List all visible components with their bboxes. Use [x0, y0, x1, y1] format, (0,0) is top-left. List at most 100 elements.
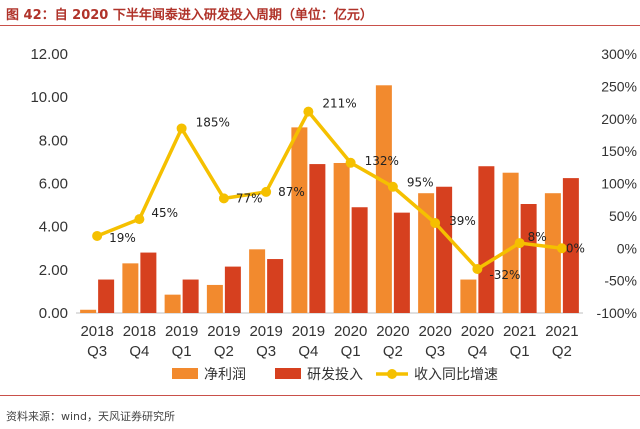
x-tick-label-year: 2021: [545, 323, 578, 340]
growth-point: [472, 263, 483, 274]
rd-investment-bar: [224, 266, 241, 313]
legend-swatch-rd: [275, 368, 301, 379]
growth-data-label: 0%: [566, 241, 585, 255]
rd-investment-bar: [309, 164, 326, 313]
y-left-tick-label: 12.00: [30, 46, 68, 63]
x-tick-label-quarter: Q2: [383, 343, 403, 360]
net-profit-bar: [333, 162, 350, 313]
x-tick-label-year: 2020: [376, 323, 409, 340]
axes: 0.00 2.00 4.00 6.00 8.00 10.00 12.00 -100% -50% 0…: [30, 46, 637, 360]
growth-data-label: 39%: [449, 214, 476, 228]
growth-point: [176, 123, 187, 134]
x-tick-label-quarter: Q3: [87, 343, 107, 360]
net-profit-bar: [544, 193, 561, 313]
x-tick-label-year: 2019: [249, 323, 282, 340]
growth-point: [261, 186, 272, 197]
x-tick-label-quarter: Q2: [214, 343, 234, 360]
x-tick-label-year: 2020: [418, 323, 451, 340]
legend-swatch-net-profit: [172, 368, 198, 379]
y-left-tick-label: 10.00: [30, 89, 68, 106]
growth-line: [92, 106, 567, 274]
growth-data-label: -32%: [489, 268, 520, 282]
rd-investment-bar: [562, 178, 579, 313]
growth-point: [218, 193, 229, 204]
y-left-tick-label: 4.00: [39, 219, 68, 236]
y-left-tick-label: 6.00: [39, 176, 68, 193]
legend-label-rd: 研发投入: [307, 367, 363, 383]
x-tick-label-quarter: Q1: [510, 343, 530, 360]
net-profit-bar: [502, 172, 519, 313]
x-tick-label-quarter: Q2: [552, 343, 572, 360]
net-profit-bar: [206, 284, 223, 313]
x-tick-label-year: 2018: [123, 323, 156, 340]
y-right-tick-label: 250%: [601, 78, 637, 94]
rd-investment-bar: [182, 279, 199, 313]
rd-investment-bar: [478, 166, 495, 313]
x-tick-label-quarter: Q4: [298, 343, 318, 360]
chart-title: 图 42：自 2020 下半年闻泰进入研发投入周期（单位：亿元）: [6, 8, 373, 23]
growth-data-label: 87%: [278, 185, 305, 199]
growth-point: [345, 157, 356, 168]
x-tick-label-quarter: Q1: [341, 343, 361, 360]
x-tick-label-year: 2019: [165, 323, 198, 340]
y-right-tick-label: -50%: [604, 273, 637, 289]
rd-investment-bar: [436, 186, 453, 313]
growth-data-label: 132%: [365, 154, 399, 168]
growth-point: [556, 243, 567, 254]
bars: [80, 85, 579, 313]
growth-data-label: 211%: [322, 97, 356, 111]
y-right-tick-label: 300%: [601, 46, 637, 62]
data-labels: 19% 45% 185% 77% 87% 211% 132% 95% 39% -32% 8% 0%: [109, 97, 585, 282]
x-tick-label-year: 2020: [461, 323, 494, 340]
growth-point: [92, 230, 103, 241]
net-profit-bar: [80, 309, 97, 313]
x-tick-label-year: 2019: [207, 323, 240, 340]
rd-investment-bar: [98, 279, 115, 313]
y-right-tick-label: 150%: [601, 143, 637, 159]
growth-data-label: 45%: [151, 206, 178, 220]
growth-data-label: 77%: [236, 191, 263, 205]
y-right-tick-label: -100%: [597, 305, 637, 321]
x-tick-label-year: 2020: [334, 323, 367, 340]
net-profit-bar: [418, 193, 435, 313]
growth-point: [514, 238, 525, 249]
title-divider: [0, 25, 640, 26]
x-tick-label-quarter: Q1: [172, 343, 192, 360]
y-right-tick-label: 100%: [601, 176, 637, 192]
y-right-tick-label: 200%: [601, 111, 637, 127]
legend-marker-growth: [387, 369, 397, 379]
legend-label-net-profit: 净利润: [204, 367, 246, 383]
x-tick-label-year: 2018: [80, 323, 113, 340]
y-left-tick-label: 8.00: [39, 132, 68, 149]
x-tick-label-year: 2019: [292, 323, 325, 340]
x-tick-label-quarter: Q4: [467, 343, 487, 360]
x-tick-label-year: 2021: [503, 323, 536, 340]
net-profit-bar: [375, 85, 392, 313]
net-profit-bar: [249, 249, 266, 313]
growth-point: [134, 214, 145, 225]
growth-data-label: 8%: [528, 230, 547, 244]
growth-point: [303, 106, 314, 117]
net-profit-bar: [291, 127, 308, 313]
growth-data-label: 95%: [407, 176, 434, 190]
net-profit-bar: [460, 279, 477, 313]
y-left-tick-label: 0.00: [39, 305, 68, 322]
rd-investment-bar: [267, 259, 284, 313]
net-profit-bar: [164, 294, 181, 313]
growth-data-label: 185%: [196, 115, 230, 129]
footer-divider: [0, 395, 640, 396]
y-right-tick-label: 50%: [609, 208, 637, 224]
legend-label-growth: 收入同比增速: [414, 367, 498, 383]
x-tick-label-quarter: Q3: [256, 343, 276, 360]
growth-point: [430, 217, 441, 228]
source-note: 资料来源：wind，天风证券研究所: [6, 410, 176, 423]
x-tick-label-quarter: Q4: [129, 343, 149, 360]
x-tick-label-quarter: Q3: [425, 343, 445, 360]
y-right-tick-label: 0%: [617, 240, 637, 256]
legend: 净利润 研发投入 收入同比增速: [172, 367, 498, 383]
rd-investment-bar: [351, 207, 368, 313]
growth-line-path: [96, 109, 563, 271]
net-profit-bar: [122, 263, 139, 313]
y-left-tick-label: 2.00: [39, 262, 68, 279]
